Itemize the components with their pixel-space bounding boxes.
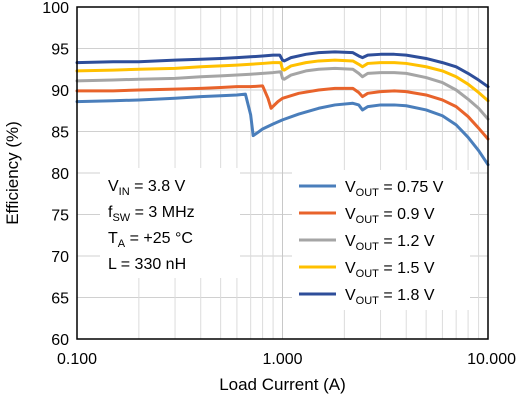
annotation-line: L = 330 nH [108, 256, 186, 273]
legend-label-2: VOUT = 0.9 V [345, 206, 435, 226]
y-tick-label: 95 [51, 42, 69, 59]
series-line-4 [75, 58, 490, 103]
y-tick-label: 60 [51, 332, 69, 349]
conditions-annotation: VIN = 3.8 V fSW = 3 MHz TA = +25 °C L = 330… [100, 168, 240, 278]
x-tick-labels: 0.100 1.000 10.000 [57, 351, 516, 368]
legend-label-4: VOUT = 1.5 V [345, 260, 435, 280]
y-tick-label: 65 [51, 291, 69, 308]
x-tick-label: 10.000 [467, 351, 516, 368]
series-line-1 [75, 92, 490, 167]
x-tick-label: 1.000 [262, 351, 302, 368]
y-tick-label: 80 [51, 166, 69, 183]
y-tick-label: 75 [51, 208, 69, 225]
series-line-3 [75, 66, 490, 121]
annotation-background [100, 168, 240, 278]
annotation-line: TA = +25 °C [108, 230, 193, 250]
series-line-2 [75, 84, 490, 141]
y-tick-label: 70 [51, 249, 69, 266]
plot-frame [76, 6, 489, 340]
series-line-5 [75, 50, 490, 89]
legend-label-3: VOUT = 1.2 V [345, 233, 435, 253]
x-tick-label: 0.100 [57, 351, 97, 368]
y-tick-label: 100 [42, 0, 69, 17]
annotation-line: fSW = 3 MHz [108, 204, 195, 224]
y-tick-label: 85 [51, 125, 69, 142]
y-tick-labels: 60 65 70 75 80 85 90 95 100 [42, 0, 69, 349]
y-tick-label: 90 [51, 83, 69, 100]
legend-label-5: VOUT = 1.8 V [345, 287, 435, 307]
x-axis-label: Load Current (A) [219, 375, 346, 394]
annotation-line: VIN = 3.8 V [108, 178, 186, 198]
legend: VOUT = 0.75 V VOUT = 0.9 V VOUT = 1.2 V VOU… [292, 170, 470, 310]
series-lines [75, 50, 490, 167]
legend-label-1: VOUT = 0.75 V [345, 179, 444, 199]
y-axis-label: Efficiency (%) [3, 121, 22, 225]
